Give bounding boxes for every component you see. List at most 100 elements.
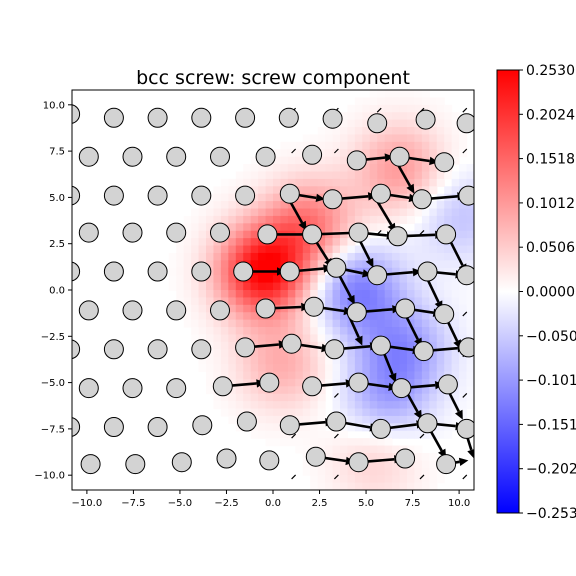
field-cell xyxy=(369,482,378,490)
field-cell xyxy=(302,393,311,402)
field-cell xyxy=(384,445,393,454)
field-cell xyxy=(392,341,401,350)
field-cell xyxy=(399,349,408,358)
field-cell xyxy=(362,467,371,476)
field-cell xyxy=(384,134,393,143)
atom-marker xyxy=(411,189,432,210)
atom-marker xyxy=(103,107,124,128)
field-cell xyxy=(273,312,282,321)
field-cell xyxy=(228,193,237,202)
field-cell xyxy=(414,252,423,261)
field-cell xyxy=(198,282,207,291)
field-cell xyxy=(287,393,296,402)
field-cell xyxy=(421,127,430,136)
field-cell xyxy=(392,334,401,343)
field-cell xyxy=(325,164,334,173)
field-cell xyxy=(302,401,311,410)
field-cell xyxy=(183,230,192,239)
field-cell xyxy=(250,290,259,299)
field-cell xyxy=(399,475,408,484)
field-cell xyxy=(444,119,453,128)
field-cell xyxy=(280,208,289,217)
field-cell xyxy=(250,349,259,358)
field-cell xyxy=(310,475,319,484)
field-cell xyxy=(466,312,474,321)
field-cell xyxy=(302,423,311,432)
field-cell xyxy=(235,378,244,387)
field-cell xyxy=(228,327,237,336)
field-cell xyxy=(265,423,274,432)
field-cell xyxy=(317,186,326,195)
field-cell xyxy=(369,171,378,180)
field-cell xyxy=(287,208,296,217)
field-cell xyxy=(220,401,229,410)
field-cell xyxy=(250,215,259,224)
field-cell xyxy=(243,282,252,291)
field-cell xyxy=(258,275,267,284)
field-cell xyxy=(354,141,363,150)
field-cell xyxy=(399,260,408,269)
field-cell xyxy=(407,171,416,180)
atom-marker xyxy=(80,454,101,475)
atom-marker xyxy=(259,450,280,471)
field-cell xyxy=(444,393,453,402)
field-cell xyxy=(295,378,304,387)
field-cell xyxy=(421,141,430,150)
field-cell xyxy=(407,208,416,217)
field-cell xyxy=(362,312,371,321)
field-cell xyxy=(451,134,460,143)
field-cell xyxy=(265,349,274,358)
field-cell xyxy=(265,252,274,261)
field-cell xyxy=(258,186,267,195)
field-cell xyxy=(347,445,356,454)
field-cell xyxy=(362,386,371,395)
field-cell xyxy=(377,156,386,165)
field-cell xyxy=(265,164,274,173)
colorbar-tick-label: 0.0506 xyxy=(526,240,575,256)
field-cell xyxy=(466,319,474,328)
field-cell xyxy=(213,215,222,224)
atom-marker xyxy=(456,113,474,134)
field-cell xyxy=(407,334,416,343)
field-cell xyxy=(421,178,430,187)
field-cell xyxy=(295,364,304,373)
field-cell xyxy=(258,201,267,210)
field-cell xyxy=(392,475,401,484)
y-tick-label: 2.5 xyxy=(49,239,65,250)
field-cell xyxy=(295,186,304,195)
field-cell xyxy=(347,141,356,150)
field-cell xyxy=(369,467,378,476)
field-cell xyxy=(354,319,363,328)
field-cell xyxy=(295,319,304,328)
field-cell xyxy=(228,378,237,387)
field-cell xyxy=(369,460,378,469)
field-cell xyxy=(414,475,423,484)
field-cell xyxy=(206,215,215,224)
atom-marker xyxy=(122,300,143,321)
field-cell xyxy=(429,452,438,461)
field-cell xyxy=(407,378,416,387)
field-cell xyxy=(295,208,304,217)
field-cell xyxy=(250,334,259,343)
field-cell xyxy=(258,408,267,417)
field-cell xyxy=(399,90,408,99)
field-cell xyxy=(317,438,326,447)
field-cell xyxy=(392,260,401,269)
field-cell xyxy=(176,290,185,299)
field-cell xyxy=(265,415,274,424)
field-cell xyxy=(392,290,401,299)
field-cell xyxy=(332,475,341,484)
field-cell xyxy=(354,341,363,350)
field-cell xyxy=(466,393,474,402)
field-cell xyxy=(258,171,267,180)
field-cell xyxy=(295,393,304,402)
field-cell xyxy=(436,319,445,328)
field-cell xyxy=(295,356,304,365)
field-cell xyxy=(444,327,453,336)
field-cell xyxy=(310,482,319,490)
field-cell xyxy=(302,312,311,321)
field-cell xyxy=(429,401,438,410)
field-cell xyxy=(407,215,416,224)
field-cell xyxy=(325,282,334,291)
field-cell xyxy=(310,201,319,210)
